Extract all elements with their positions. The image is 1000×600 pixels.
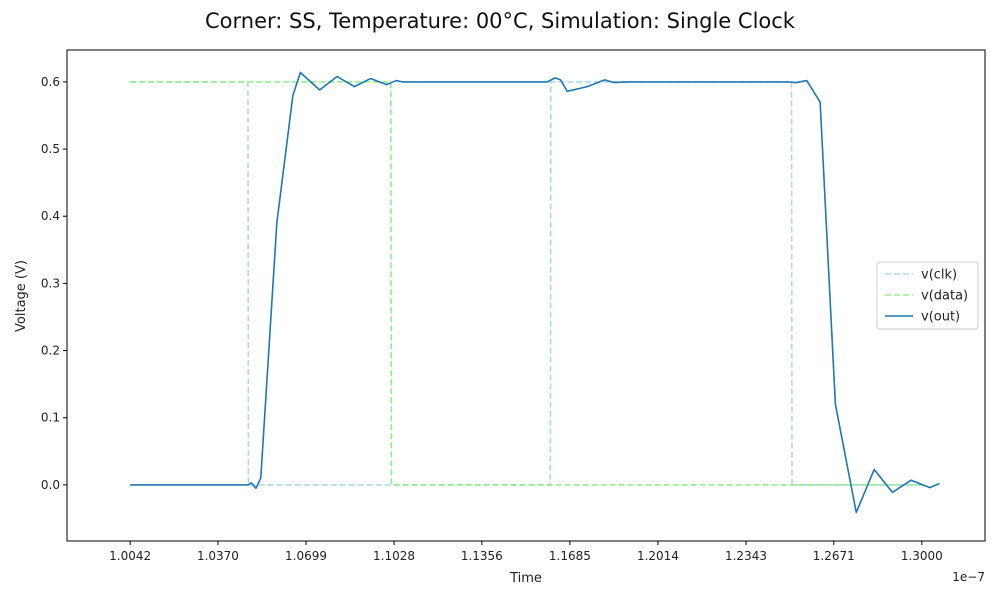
x-tick-label-9: 1.3000 bbox=[901, 549, 943, 563]
legend: v(clk) v(data) v(out) bbox=[876, 261, 979, 330]
plot-frame bbox=[66, 49, 986, 542]
legend-label-1: v(data) bbox=[921, 289, 968, 304]
x-tick-label-3: 1.1028 bbox=[373, 549, 415, 563]
x-axis-label: Time bbox=[509, 571, 542, 586]
legend-label-2: v(out) bbox=[921, 310, 960, 325]
y-tick-label-3: 0.3 bbox=[41, 276, 60, 290]
y-tick-label-4: 0.4 bbox=[41, 209, 60, 223]
x-tick-label-1: 1.0370 bbox=[197, 549, 239, 563]
x-tick-label-6: 1.2014 bbox=[637, 549, 679, 563]
x-tick-label-7: 1.2343 bbox=[725, 549, 767, 563]
x-tick-label-2: 1.0699 bbox=[285, 549, 327, 563]
x-tick-label-0: 1.0042 bbox=[109, 549, 151, 563]
x-tick-label-8: 1.2671 bbox=[813, 549, 855, 563]
legend-label-0: v(clk) bbox=[921, 268, 957, 283]
series-line-0 bbox=[130, 81, 922, 486]
series-line-1 bbox=[130, 81, 922, 486]
y-tick-label-0: 0.0 bbox=[41, 478, 60, 492]
x-axis: 1.0042 1.0370 1.0699 1.1028 1.1356 1.1685 1.20… bbox=[109, 541, 943, 563]
y-axis: 0.0 0.1 0.2 0.3 0.4 0.5 0.6 bbox=[41, 75, 67, 492]
series-line-2 bbox=[130, 71, 940, 514]
y-tick-label-6: 0.6 bbox=[41, 75, 60, 89]
y-tick-label-5: 0.5 bbox=[41, 142, 60, 156]
y-tick-label-1: 0.1 bbox=[41, 411, 60, 425]
chart-title: Corner: SS, Temperature: 00°C, Simulatio… bbox=[205, 9, 796, 33]
y-axis-label: Voltage (V) bbox=[14, 260, 29, 332]
x-tick-label-5: 1.1685 bbox=[549, 549, 591, 563]
x-offset-label: 1e−7 bbox=[952, 570, 985, 584]
series-layer bbox=[130, 71, 940, 514]
legend-box bbox=[876, 261, 979, 330]
y-tick-label-2: 0.2 bbox=[41, 344, 60, 358]
x-tick-label-4: 1.1356 bbox=[461, 549, 503, 563]
